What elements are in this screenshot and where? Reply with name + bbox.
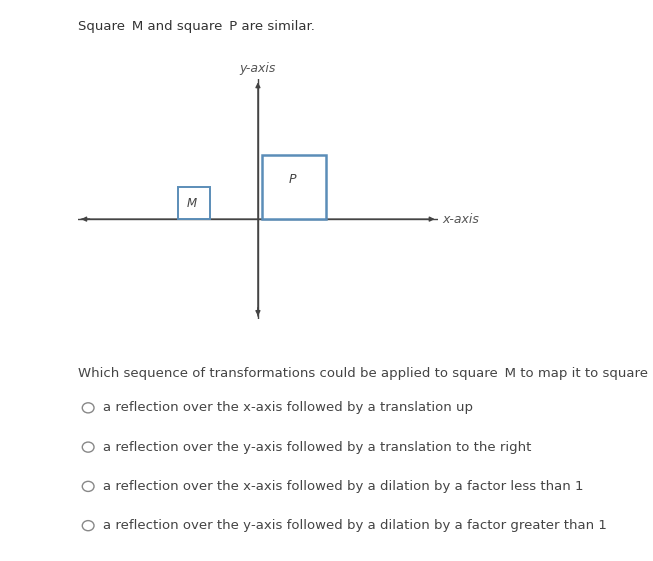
Bar: [178, 187, 210, 219]
Bar: [262, 155, 326, 219]
Text: a reflection over the x-axis followed by a dilation by a factor less than 1: a reflection over the x-axis followed by…: [103, 480, 584, 493]
Text: a reflection over the y‑axis followed by a dilation by a factor greater than 1: a reflection over the y‑axis followed by…: [103, 519, 607, 532]
Text: x-axis: x-axis: [442, 213, 479, 226]
Text: a reflection over the y‑axis followed by a translation to the right: a reflection over the y‑axis followed by…: [103, 440, 532, 454]
Text: a reflection over the x-axis followed by a translation up: a reflection over the x-axis followed by…: [103, 401, 473, 415]
Text: Which sequence of transformations could be applied to square  M to map it to squ: Which sequence of transformations could …: [78, 367, 653, 380]
Text: P: P: [289, 173, 296, 186]
Text: Square  M and square  P are similar.: Square M and square P are similar.: [78, 20, 315, 33]
Text: y-axis: y-axis: [240, 62, 276, 75]
Text: M: M: [187, 197, 197, 210]
